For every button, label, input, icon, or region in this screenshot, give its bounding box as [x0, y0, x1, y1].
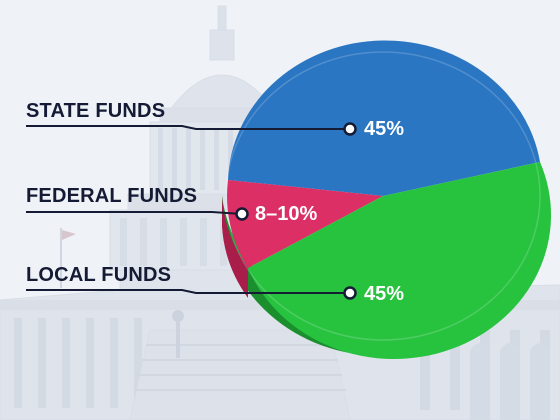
- federal-funds-label: FEDERAL FUNDS: [26, 185, 198, 207]
- state-funds-label: STATE FUNDS: [26, 100, 166, 122]
- leader-lines: [26, 125, 350, 294]
- local-leader-line: [26, 289, 350, 294]
- leader-dots: [235, 122, 357, 300]
- local-leader-dot: [343, 286, 357, 300]
- state-leader-dot: [343, 122, 357, 136]
- federal-funds-percent: 8–10%: [255, 203, 318, 225]
- pie-rim: [225, 51, 541, 341]
- local-funds-label: LOCAL FUNDS: [26, 264, 172, 286]
- state-funds-percent: 45%: [364, 118, 405, 140]
- local-funds-percent: 45%: [364, 283, 405, 305]
- federal-funds-slice: [227, 180, 383, 268]
- federal-leader-line: [26, 211, 243, 215]
- local-funds-slice: [248, 162, 552, 360]
- pie-3d: [222, 40, 552, 360]
- federal-funds-slice-side: [222, 196, 248, 298]
- federal-leader-dot: [235, 207, 249, 221]
- state-funds-slice: [228, 40, 540, 197]
- state-leader-line: [26, 125, 350, 130]
